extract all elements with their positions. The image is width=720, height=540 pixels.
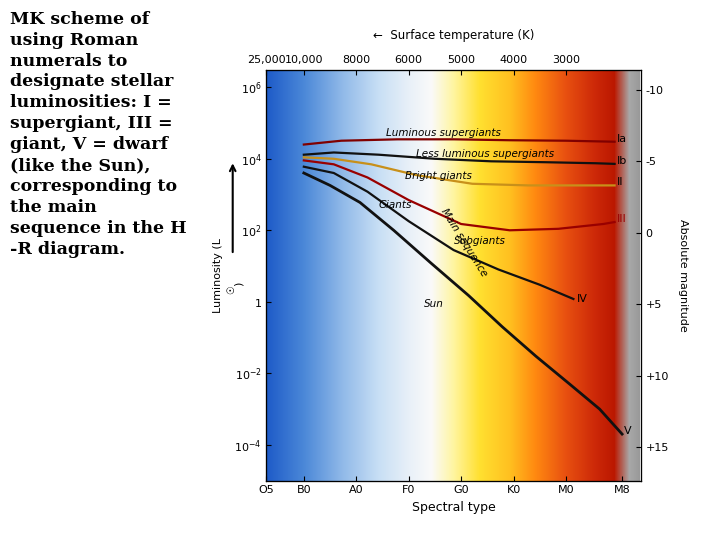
- Text: ☉: ☉: [226, 285, 236, 294]
- Text: Bright giants: Bright giants: [405, 171, 472, 181]
- Text: V: V: [624, 426, 631, 436]
- X-axis label: Spectral type: Spectral type: [412, 501, 495, 514]
- Text: Giants: Giants: [379, 200, 412, 210]
- Text: Ia: Ia: [616, 134, 626, 144]
- Text: Sun: Sun: [423, 299, 444, 309]
- Text: ): ): [233, 281, 243, 286]
- Text: Main sequence: Main sequence: [438, 207, 489, 279]
- Text: IV: IV: [577, 294, 588, 304]
- Text: III: III: [616, 214, 626, 224]
- Text: ←  Surface temperature (K): ← Surface temperature (K): [373, 29, 534, 42]
- Text: MK scheme of
using Roman
numerals to
designate stellar
luminosities: I =
supergi: MK scheme of using Roman numerals to des…: [10, 11, 186, 258]
- Text: Luminosity (L: Luminosity (L: [212, 238, 222, 313]
- Text: II: II: [616, 178, 623, 187]
- Text: Luminous supergiants: Luminous supergiants: [386, 129, 501, 138]
- Text: Less luminous supergiants: Less luminous supergiants: [416, 148, 554, 159]
- Text: Ib: Ib: [616, 156, 626, 166]
- Text: Subgiants: Subgiants: [454, 236, 505, 246]
- Y-axis label: Absolute magnitude: Absolute magnitude: [678, 219, 688, 332]
